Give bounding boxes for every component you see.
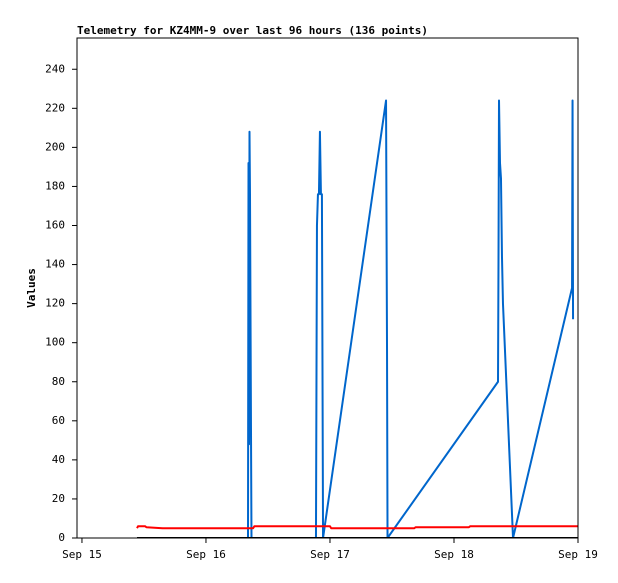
y-tick-label: 220 xyxy=(45,101,65,114)
plot-area xyxy=(136,99,578,538)
y-tick-label: 160 xyxy=(45,219,65,232)
y-tick-label: 120 xyxy=(45,297,65,310)
y-axis-label: Values xyxy=(25,268,38,308)
y-tick-label: 200 xyxy=(45,140,65,153)
y-tick-label: 240 xyxy=(45,62,65,75)
series-line xyxy=(136,525,578,530)
y-tick-label: 60 xyxy=(52,414,65,427)
x-tick-label: Sep 15 xyxy=(62,548,102,561)
x-tick-label: Sep 19 xyxy=(558,548,598,561)
y-tick-label: 80 xyxy=(52,375,65,388)
x-tick-label: Sep 18 xyxy=(434,548,474,561)
plot-frame xyxy=(76,37,579,539)
y-tick-label: 40 xyxy=(52,453,65,466)
y-tick-label: 0 xyxy=(58,531,65,544)
y-tick-label: 180 xyxy=(45,179,65,192)
x-tick-label: Sep 16 xyxy=(186,548,226,561)
y-tick-label: 100 xyxy=(45,336,65,349)
series-line xyxy=(247,99,575,538)
y-tick-label: 20 xyxy=(52,492,65,505)
chart-title: Telemetry for KZ4MM-9 over last 96 hours… xyxy=(77,24,428,37)
y-tick-label: 140 xyxy=(45,258,65,271)
x-tick-label: Sep 17 xyxy=(310,548,350,561)
